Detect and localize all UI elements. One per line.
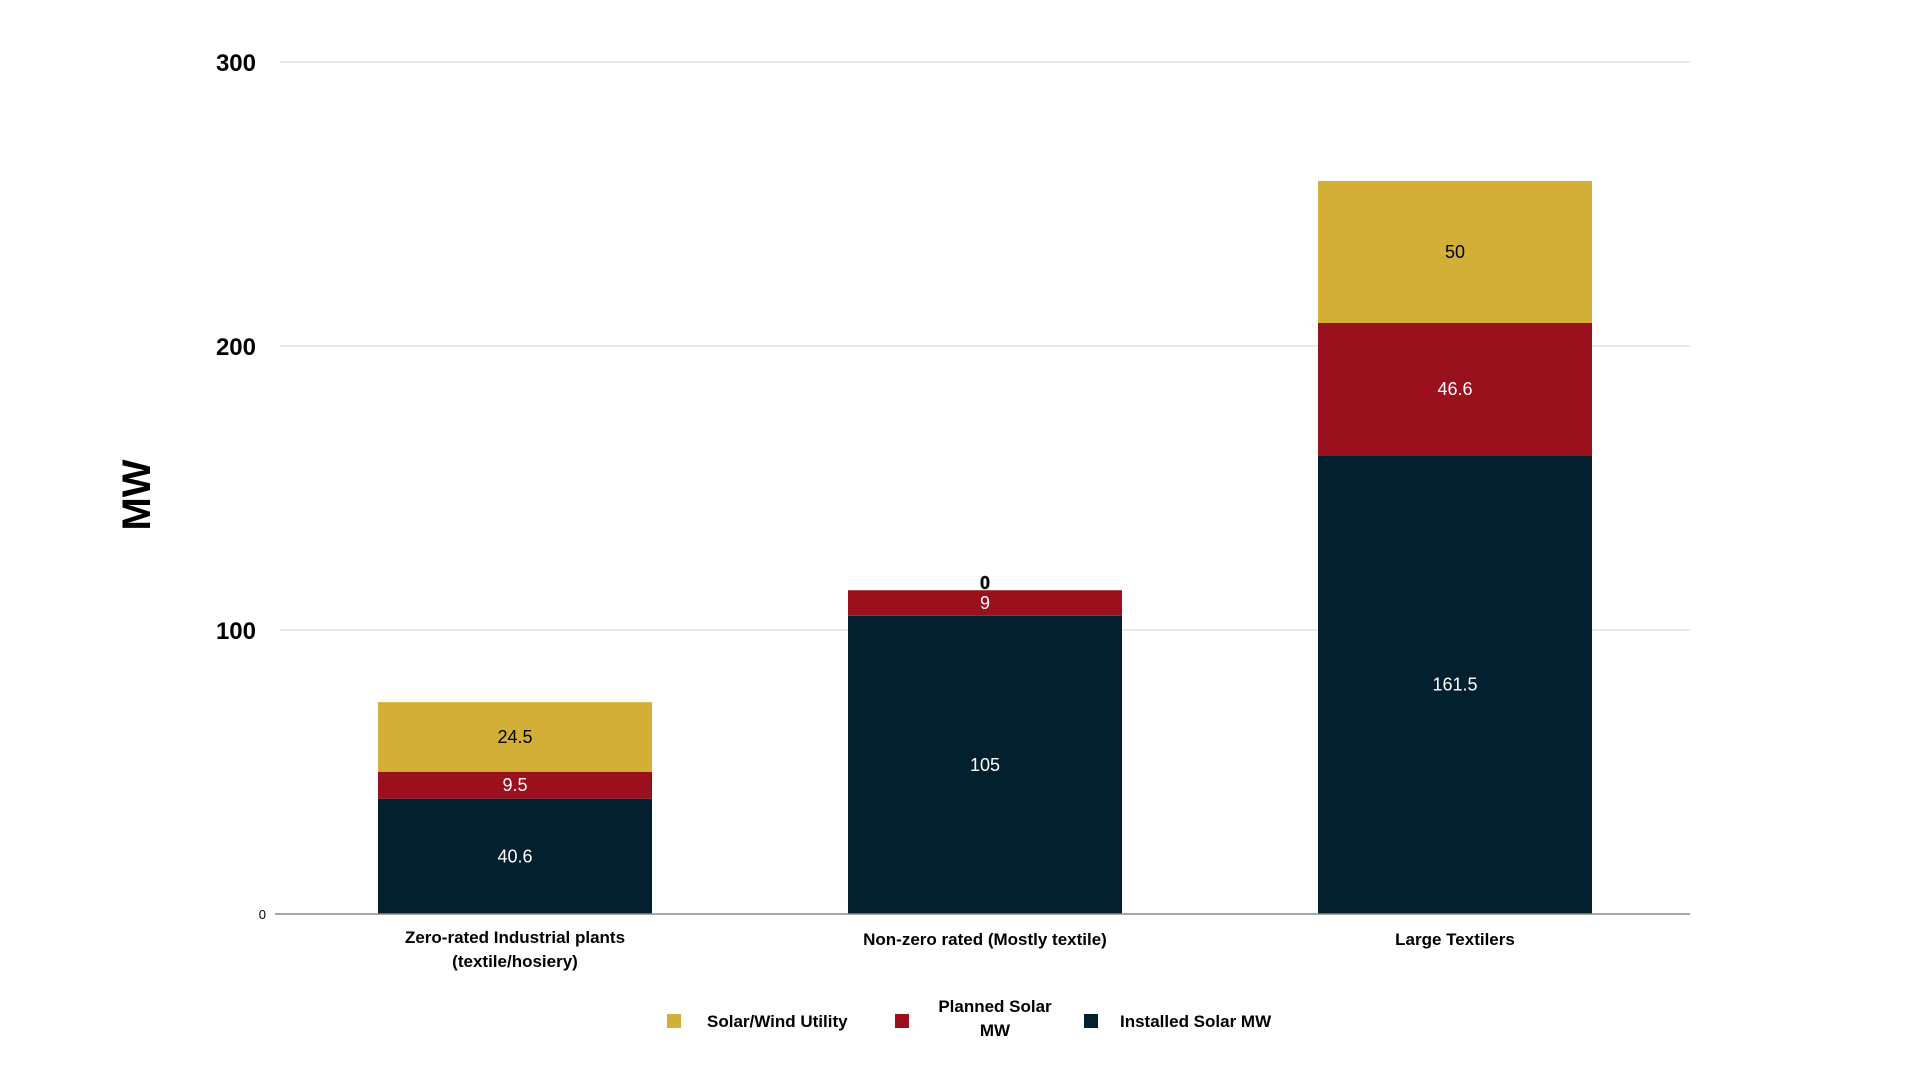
bar-segment-installed-solar-mw: [1318, 455, 1592, 914]
legend-label: Solar/Wind Utility: [707, 1012, 848, 1031]
data-label: 9: [980, 593, 990, 613]
bars: 40.6 9.5 24.5 105 90 161.5 46.6 50: [378, 180, 1592, 914]
data-label: 161.5: [1432, 675, 1477, 695]
legend-label: Planned Solar: [938, 997, 1052, 1016]
x-axis-labels: Zero-rated Industrial plants (textile/hos…: [405, 928, 1515, 971]
legend-label: Installed Solar MW: [1120, 1012, 1272, 1031]
data-label: 24.5: [497, 727, 532, 747]
legend-swatch: [895, 1014, 909, 1028]
x-tick-label: Non-zero rated (Mostly textile): [863, 930, 1107, 949]
data-label: 40.6: [497, 846, 532, 866]
data-label: 105: [970, 755, 1000, 775]
x-tick-label: (textile/hosiery): [452, 952, 578, 971]
bar-segment-planned-solar-mw: [848, 590, 1122, 616]
legend-swatch: [667, 1014, 681, 1028]
data-label: 46.6: [1437, 379, 1472, 399]
bar-segment-solar-wind-utility: [378, 702, 652, 772]
y-tick-label: 100: [216, 618, 256, 645]
y-tick-label: 300: [216, 50, 256, 77]
x-tick-label: Large Textilers: [1395, 930, 1515, 949]
bar-segment-planned-solar-mw: [378, 771, 652, 799]
y-tick-label: 0: [259, 907, 266, 922]
y-axis-label: MW: [115, 459, 159, 530]
data-label: 50: [1445, 242, 1465, 262]
legend: Solar/Wind Utility Planned Solar MW Install…: [667, 997, 1272, 1040]
data-label: 9.5: [502, 775, 527, 795]
bar-segment-installed-solar-mw: [378, 798, 652, 914]
y-axis-ticks: 0 100 200 300: [216, 50, 266, 922]
legend-swatch: [1084, 1014, 1098, 1028]
bar-segment-installed-solar-mw: [848, 615, 1122, 914]
x-tick-label: Zero-rated Industrial plants: [405, 928, 625, 947]
legend-label: MW: [980, 1021, 1011, 1040]
y-tick-label: 200: [216, 334, 256, 361]
data-label: 0: [980, 573, 990, 593]
bar-segment-planned-solar-mw: [1318, 322, 1592, 456]
bar-segment-solar-wind-utility: [1318, 180, 1592, 323]
